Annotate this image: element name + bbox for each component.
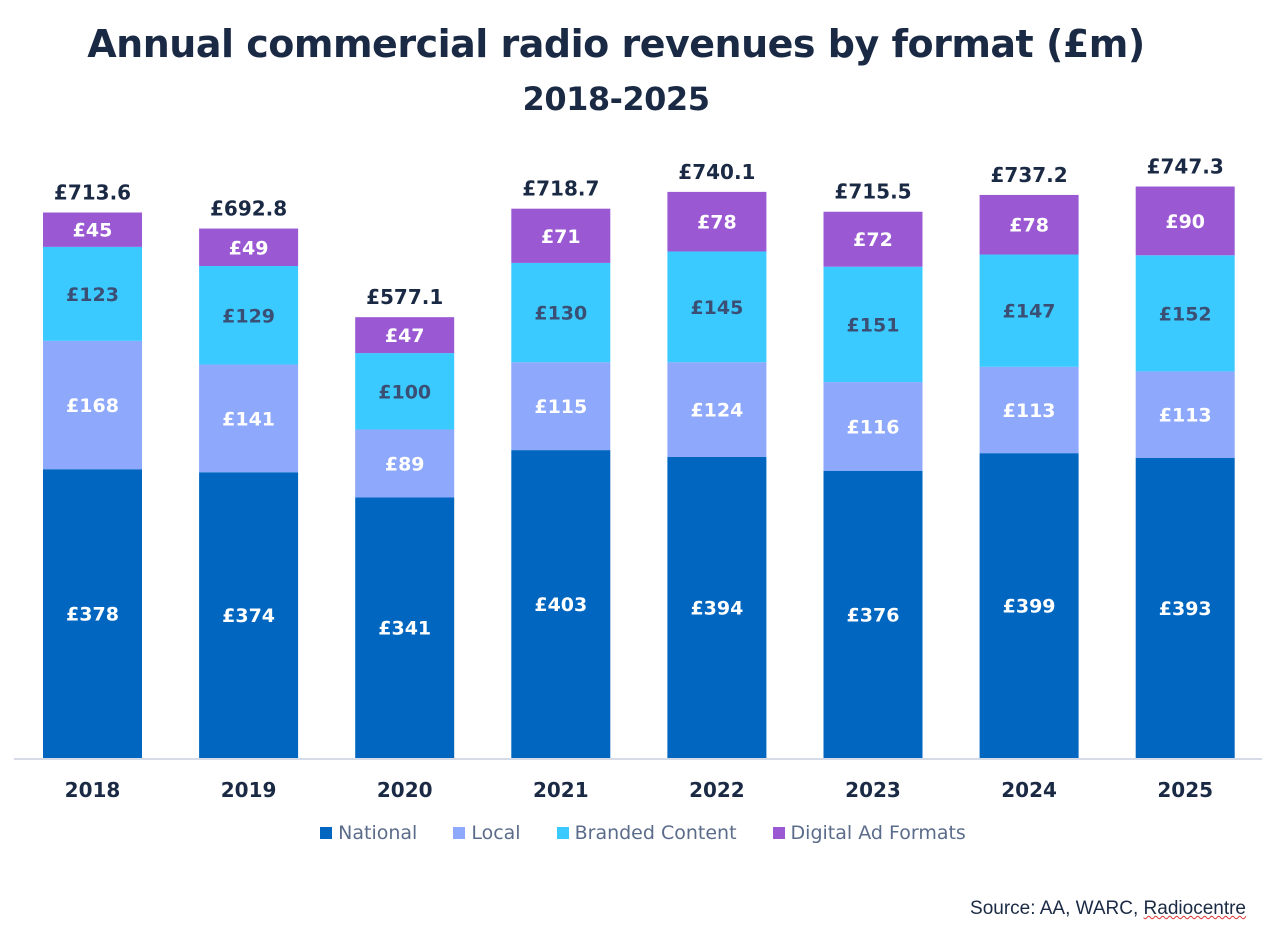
bar-branded-content-2019 [199,265,299,365]
bar-branded-content-2023 [823,266,923,383]
x-tick-label-2019: 2019 [221,778,277,800]
data-label-national-2021: £403 [534,594,587,616]
legend-label: Digital Ad Formats [790,822,966,844]
data-label-national-2022: £394 [690,597,743,619]
data-label-digital-ad-formats-2024: £78 [1009,215,1049,237]
legend-swatch [453,827,466,839]
data-label-branded-content-2022: £145 [690,297,743,319]
legend-label: Local [471,822,521,844]
bar-branded-content-2024 [979,254,1079,367]
x-tick-label-2025: 2025 [1157,778,1213,800]
data-label-national-2024: £399 [1003,596,1056,618]
legend-label: Branded Content [574,822,737,844]
legend-item-local: Local [453,822,521,844]
data-label-branded-content-2023: £151 [847,314,900,336]
data-label-branded-content-2025: £152 [1159,303,1212,325]
data-label-local-2022: £124 [690,400,743,422]
bar-local-2018 [43,340,142,470]
data-label-local-2020: £89 [385,453,425,475]
x-tick-label-2020: 2020 [377,778,433,800]
data-label-digital-ad-formats-2020: £47 [385,325,425,347]
data-label-local-2024: £113 [1003,400,1056,422]
bar-branded-content-2022 [667,251,767,363]
source-note: Source: AA, WARC, Radiocentre [970,898,1246,920]
bar-digital-ad-formats-2021 [511,208,611,263]
data-label-national-2020: £341 [378,618,431,640]
x-tick-label-2018: 2018 [65,778,121,800]
data-label-national-2025: £393 [1159,598,1212,620]
bar-local-2019 [199,364,299,473]
stacked-bar-chart: £378 £168 £123 £45 £713.6 2018 £374 £141 £129 £49… [14,155,1262,800]
bar-digital-ad-formats-2018 [43,212,142,247]
legend-item-national: National [320,822,417,844]
bar-branded-content-2020 [355,353,455,430]
data-label-national-2018: £378 [66,604,119,626]
bar-local-2025 [1135,371,1235,458]
chart-title: Annual commercial radio revenues by form… [87,22,1145,66]
total-label-2021: £718.7 [522,177,599,201]
total-label-2025: £747.3 [1147,155,1224,179]
bar-digital-ad-formats-2022 [667,191,767,252]
total-label-2022: £740.1 [678,160,755,184]
bar-local-2021 [511,362,611,451]
data-label-national-2019: £374 [222,605,275,627]
data-label-local-2023: £116 [847,416,900,438]
data-label-digital-ad-formats-2019: £49 [229,237,269,259]
chart-legend: National Local Branded Content Digital Ad F… [0,822,1280,844]
bar-national-2023 [823,470,923,758]
x-tick-label-2024: 2024 [1001,778,1057,800]
bar-digital-ad-formats-2023 [823,211,923,267]
bar-local-2022 [667,362,767,457]
bar-national-2020 [355,497,455,758]
data-label-digital-ad-formats-2023: £72 [853,229,893,251]
bar-digital-ad-formats-2020 [355,317,455,354]
data-label-branded-content-2020: £100 [378,381,431,403]
bar-digital-ad-formats-2024 [979,194,1079,255]
legend-item-branded-content: Branded Content [556,822,737,844]
x-tick-label-2021: 2021 [533,778,589,800]
bar-national-2025 [1135,457,1235,758]
bar-national-2021 [511,450,611,758]
total-label-2023: £715.5 [834,180,911,204]
total-label-2019: £692.8 [210,197,287,221]
legend-item-digital-ad-formats: Digital Ad Formats [772,822,966,844]
data-label-branded-content-2018: £123 [66,284,119,306]
data-label-digital-ad-formats-2025: £90 [1165,211,1205,233]
bar-branded-content-2018 [43,246,142,341]
bar-digital-ad-formats-2025 [1135,186,1235,256]
bar-local-2023 [823,382,923,471]
data-label-digital-ad-formats-2021: £71 [541,226,581,248]
total-label-2024: £737.2 [991,163,1068,187]
bar-national-2022 [667,456,767,758]
bar-national-2019 [199,472,299,758]
data-label-local-2018: £168 [66,395,119,417]
bar-local-2020 [355,429,455,498]
data-label-branded-content-2024: £147 [1003,301,1056,323]
bar-local-2024 [979,366,1079,454]
bar-branded-content-2021 [511,262,611,363]
legend-label: National [338,822,418,844]
source-prefix: Source: AA, WARC, [970,898,1144,919]
x-tick-label-2023: 2023 [845,778,901,800]
chart-subtitle: 2018-2025 [522,80,710,118]
data-label-local-2019: £141 [222,408,275,430]
total-label-2018: £713.6 [54,181,131,205]
bar-branded-content-2025 [1135,255,1235,372]
data-label-local-2025: £113 [1159,405,1212,427]
legend-swatch [320,827,333,839]
data-label-digital-ad-formats-2022: £78 [697,212,737,234]
bar-national-2024 [979,453,1079,758]
source-radiocentre: Radiocentre [1143,898,1246,919]
total-label-2020: £577.1 [366,285,443,309]
legend-swatch [772,827,785,839]
data-label-local-2021: £115 [534,396,587,418]
legend-swatch [556,827,569,839]
data-label-branded-content-2019: £129 [222,305,275,327]
bar-national-2018 [43,469,142,758]
data-label-digital-ad-formats-2018: £45 [73,220,113,242]
x-tick-label-2022: 2022 [689,778,745,800]
data-label-national-2023: £376 [847,604,900,626]
bar-digital-ad-formats-2019 [199,228,299,266]
data-label-branded-content-2021: £130 [534,303,587,325]
